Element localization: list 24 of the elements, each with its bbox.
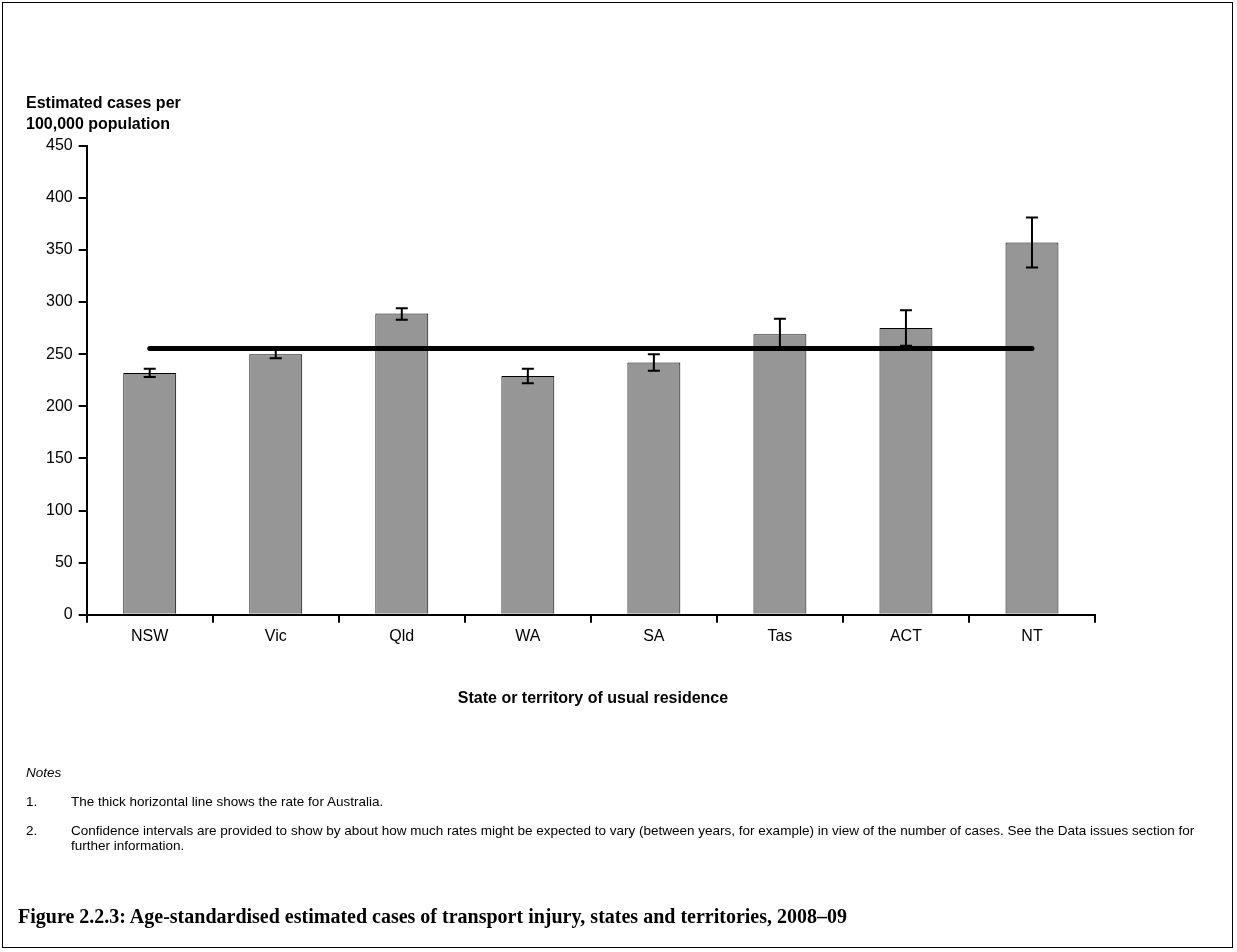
y-axis-title: Estimated cases per 100,000 population: [26, 93, 182, 134]
x-tick-label: SA: [643, 626, 665, 644]
y-tick-label: 100: [45, 500, 73, 518]
y-tick-label: 450: [45, 136, 73, 154]
text: 2. Confidence intervals are provided to show by about how much rates might be expected to vary (between years, for example) in view of the number of cases. See the Data issues section for further information.: [26, 823, 1195, 853]
x-tick-label: Tas: [767, 626, 793, 644]
y-tick-label: 300: [45, 292, 73, 310]
text: 1. The thick horizontal line shows the rate for Australia.: [26, 794, 384, 809]
x-tick-label: ACT: [889, 626, 923, 644]
y-tick-label: 250: [45, 344, 73, 362]
x-tick-label: NT: [1021, 626, 1043, 644]
text: Notes: [26, 765, 63, 780]
x-tick-label: NSW: [131, 626, 170, 644]
y-tick-label: 350: [45, 240, 73, 258]
y-tick-label: 200: [45, 396, 73, 414]
x-tick-label: Vic: [264, 626, 287, 644]
x-axis-title: State or territory of usual residence: [456, 689, 730, 707]
y-tick-label: 400: [45, 188, 73, 206]
text: Figure 2.2.3: Age-standardised estimated cases of transport injury, states and territories, 2008–09: [18, 905, 847, 928]
y-tick-label: 50: [54, 553, 73, 571]
y-tick-label: 150: [45, 448, 73, 466]
x-tick-label: Qld: [389, 626, 415, 644]
x-tick-label: WA: [515, 626, 541, 644]
y-tick-label: 0: [63, 605, 73, 623]
